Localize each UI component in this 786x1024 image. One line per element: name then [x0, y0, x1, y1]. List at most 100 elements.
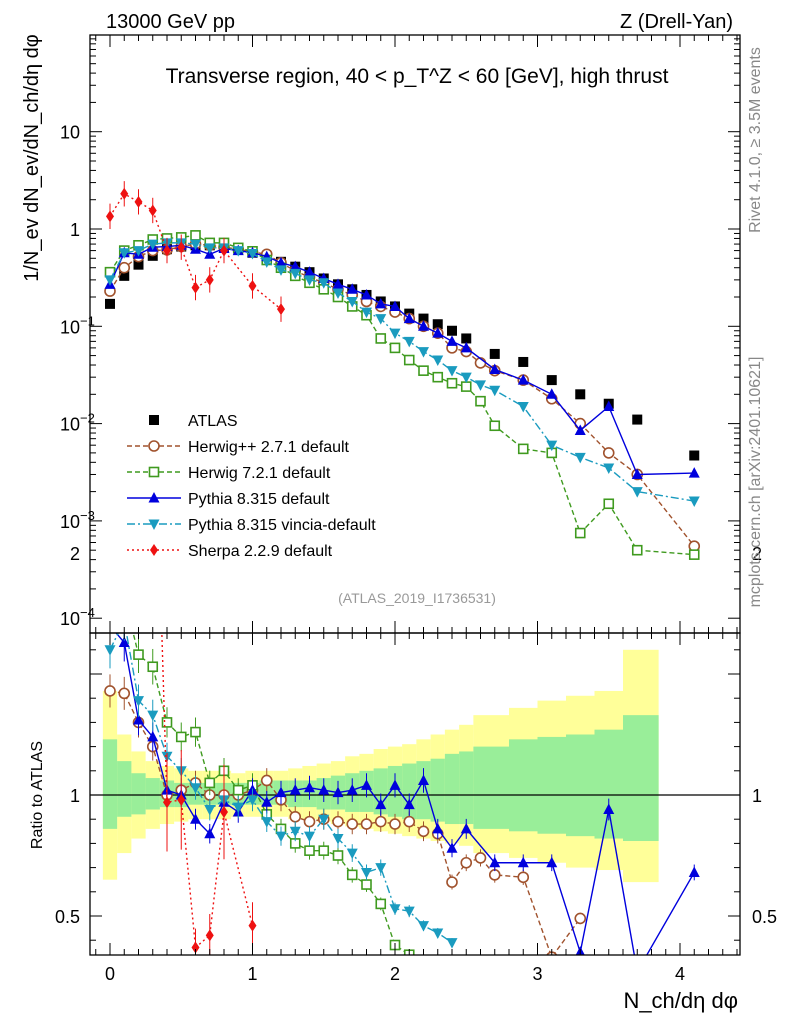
data-point	[518, 356, 529, 367]
legend-marker	[148, 466, 160, 478]
data-point	[205, 929, 214, 942]
data-point	[475, 395, 486, 407]
data-point	[147, 661, 159, 673]
data-point	[261, 257, 273, 268]
data-point	[190, 230, 201, 241]
data-point	[118, 248, 130, 259]
data-point	[375, 297, 387, 309]
data-point	[389, 779, 401, 790]
data-point	[361, 867, 372, 879]
band-inner-bin	[145, 778, 160, 810]
data-point	[460, 341, 472, 353]
data-point	[204, 805, 216, 816]
data-point	[688, 549, 700, 560]
data-point	[232, 246, 244, 257]
data-point	[447, 325, 457, 336]
legend-marker	[148, 492, 160, 503]
data-point	[232, 802, 244, 814]
band-inner-bin	[117, 761, 132, 817]
data-point	[346, 848, 358, 860]
data-point	[517, 856, 529, 868]
data-point	[631, 487, 643, 498]
data-point	[517, 401, 529, 413]
legend-label: Pythia 8.315 vincia-default	[188, 517, 376, 534]
data-point	[332, 288, 344, 299]
legend-label: ATLAS	[188, 413, 238, 430]
data-point	[475, 380, 486, 391]
data-point	[275, 265, 287, 276]
data-point	[318, 278, 330, 289]
header-right: Z (Drell-Yan)	[620, 11, 733, 33]
legend-label: Sherpa 2.2.9 default	[188, 543, 333, 560]
ratio-y-tick-label-right: 1	[752, 786, 762, 806]
legend-entry: Herwig 7.2.1 default	[127, 465, 331, 482]
data-point	[247, 795, 258, 806]
data-point	[289, 260, 301, 272]
data-point	[489, 420, 501, 432]
band-inner-bin	[623, 715, 659, 841]
plot-subtitle: Transverse region, 40 < p_T^Z < 60 [GeV]…	[166, 65, 669, 88]
data-point	[133, 259, 144, 270]
data-point	[361, 288, 372, 300]
data-point	[106, 529, 115, 538]
band-inner-bin	[594, 729, 623, 839]
band-inner-bin	[509, 739, 538, 832]
y-tick-label: 10	[60, 123, 80, 143]
data-point	[220, 244, 228, 257]
data-point	[134, 195, 143, 208]
data-point	[120, 592, 129, 601]
data-point	[289, 826, 301, 838]
data-point	[275, 831, 287, 843]
data-point	[375, 863, 387, 874]
data-point	[474, 852, 487, 864]
data-point	[389, 300, 401, 311]
data-point	[688, 496, 700, 508]
data-point	[418, 365, 429, 376]
data-point	[332, 834, 344, 845]
data-point	[346, 296, 358, 308]
legend-label: Pythia 8.315 default	[188, 491, 330, 508]
data-point	[688, 467, 700, 478]
data-point	[460, 372, 472, 384]
x-tick-label: 3	[532, 964, 542, 984]
band-inner-bin	[131, 773, 146, 815]
header-left: 13000 GeV pp	[106, 11, 235, 33]
data-point	[489, 856, 501, 868]
band-inner-bin	[459, 751, 474, 825]
data-point	[177, 793, 186, 806]
data-point	[332, 278, 344, 289]
data-point	[489, 385, 501, 397]
data-point	[318, 814, 330, 826]
data-point	[332, 850, 344, 861]
data-point	[418, 921, 429, 932]
band-inner-bin	[402, 763, 417, 820]
data-point	[190, 783, 201, 794]
band-inner-bin	[373, 768, 388, 815]
y-tick-label: 1	[70, 220, 80, 240]
band-inner-bin	[102, 739, 118, 829]
data-point	[631, 544, 643, 556]
rivet-version-label: Rivet 4.1.0, ≥ 3.5M events	[747, 47, 764, 233]
data-point	[204, 243, 216, 254]
data-point	[446, 938, 458, 949]
data-point	[432, 327, 444, 338]
data-point	[602, 447, 615, 459]
data-point	[190, 726, 201, 738]
data-point	[432, 371, 444, 383]
data-point	[346, 784, 358, 795]
data-point	[177, 241, 186, 254]
data-point	[446, 842, 458, 853]
data-point	[574, 527, 586, 539]
data-point	[191, 941, 200, 954]
legend-entry: Pythia 8.315 default	[127, 491, 330, 508]
data-point	[191, 281, 200, 294]
data-point	[318, 784, 330, 795]
data-point	[304, 781, 315, 793]
data-point	[261, 796, 273, 807]
y-axis-label-text: 1/N_ev dN_ev/dN_ch/dη dφ	[21, 34, 43, 282]
data-point	[418, 774, 429, 785]
data-point	[460, 822, 472, 834]
data-point	[360, 818, 373, 830]
data-point	[403, 906, 415, 918]
data-point	[446, 335, 458, 346]
